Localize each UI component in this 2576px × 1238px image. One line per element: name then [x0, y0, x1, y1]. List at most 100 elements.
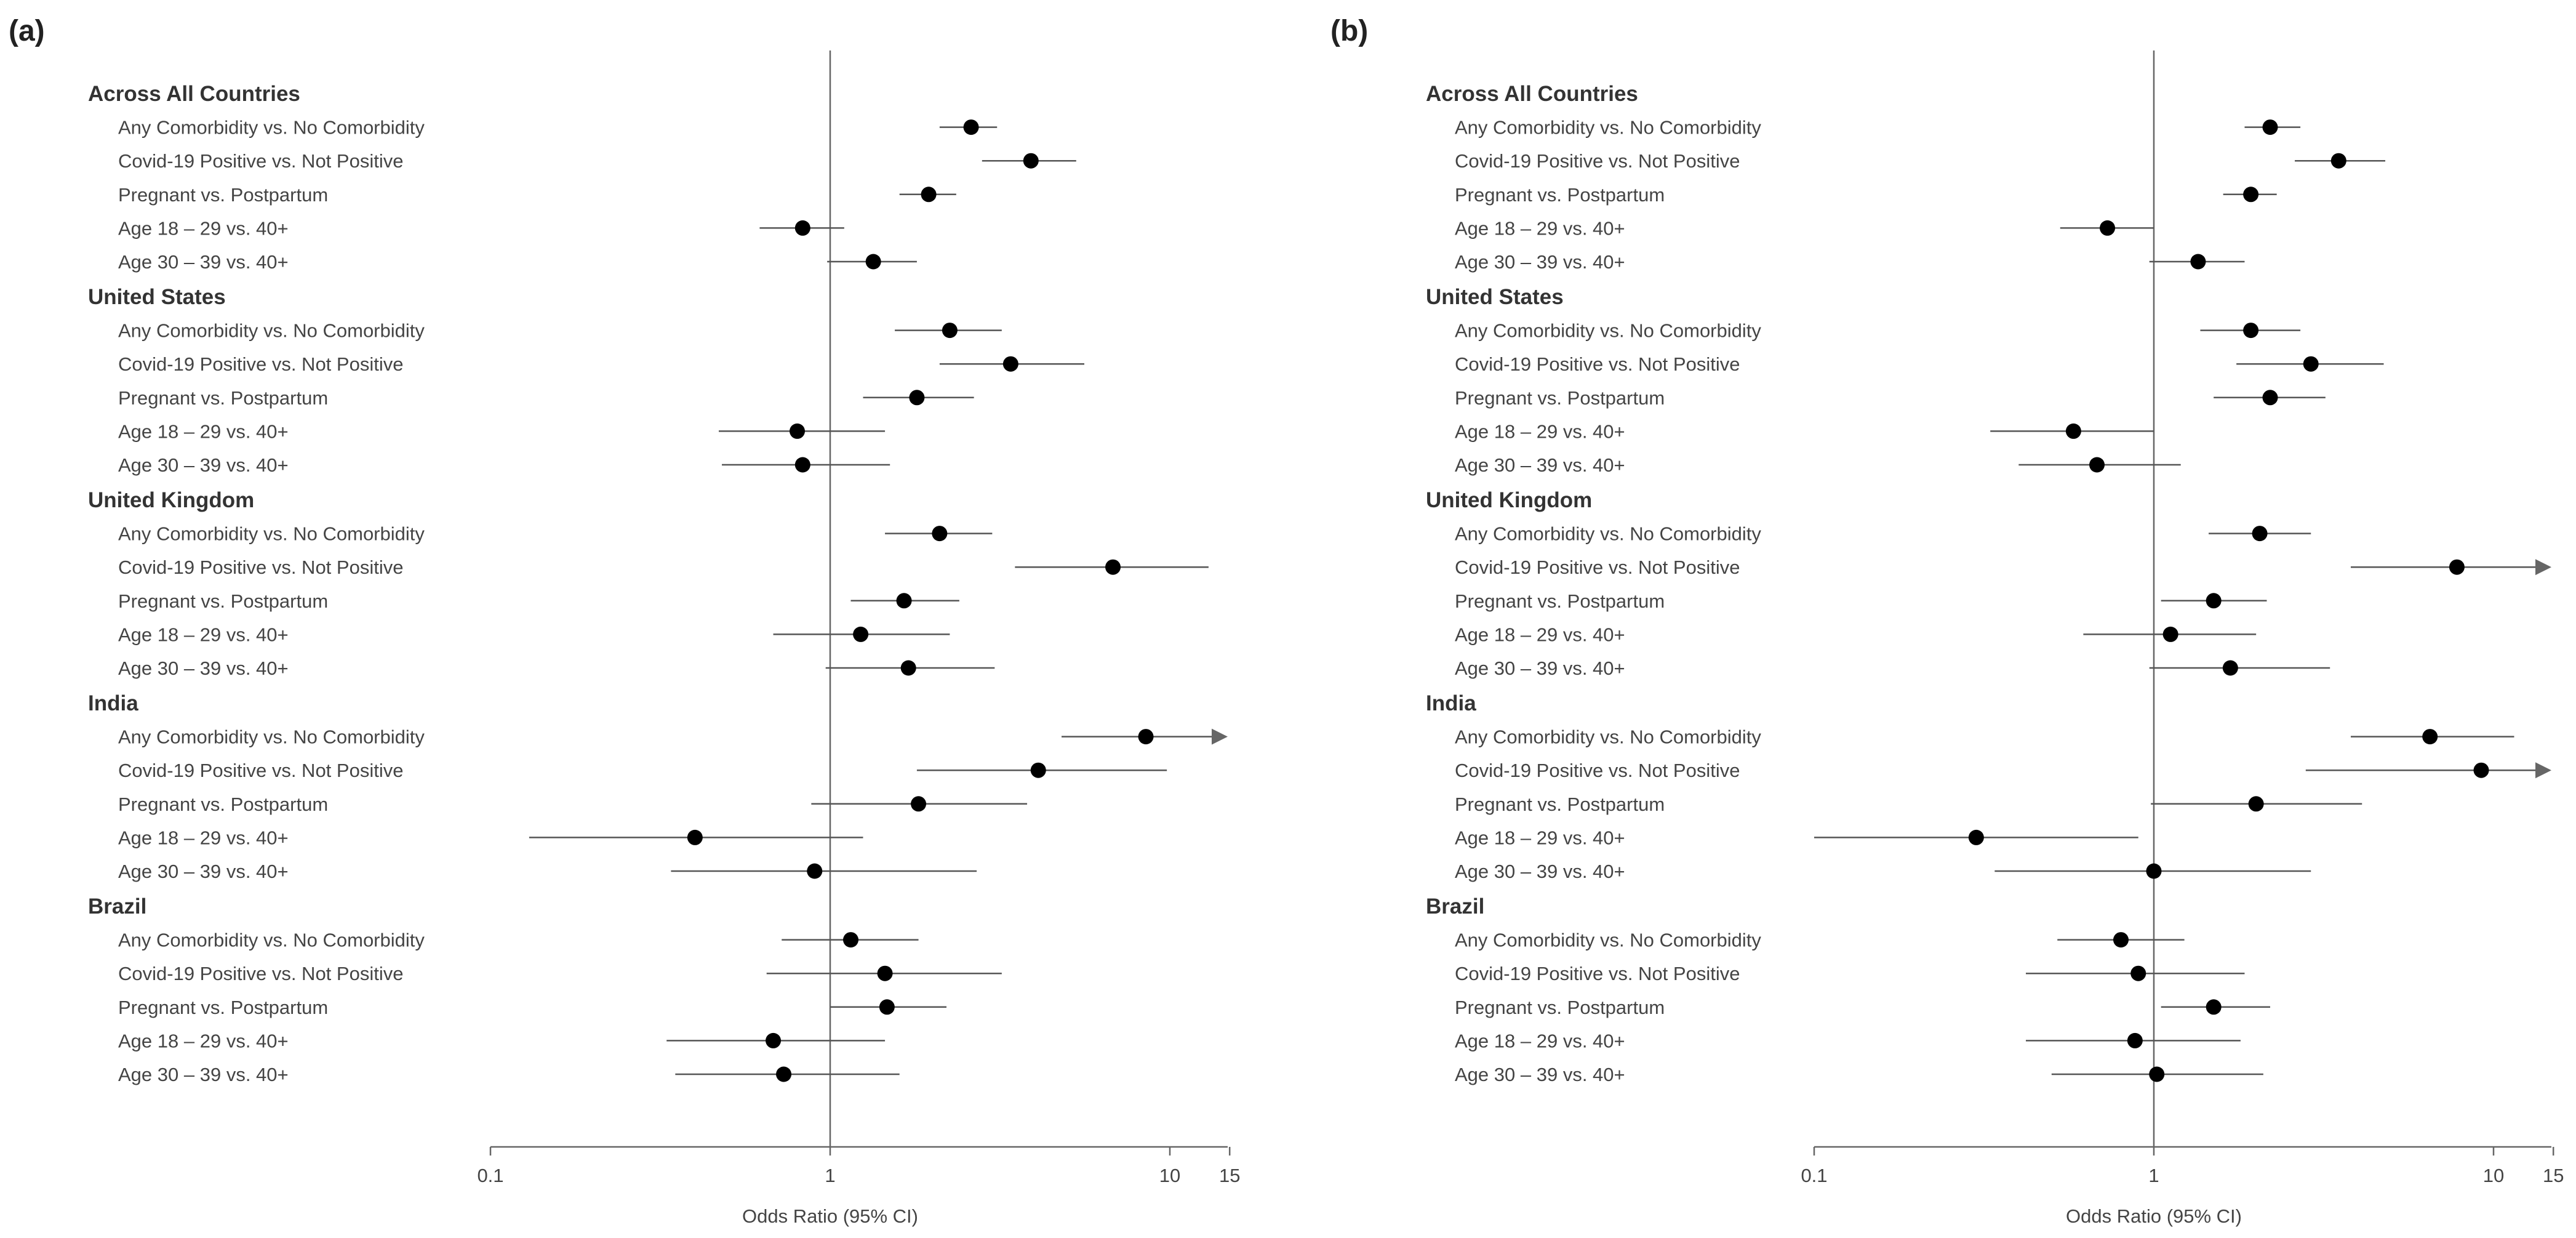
- point-estimate: [2113, 932, 2129, 948]
- group-label: United States: [1426, 285, 1564, 309]
- ci-arrow-icon: [2535, 762, 2551, 779]
- row-label: Covid-19 Positive vs. Not Positive: [118, 963, 403, 984]
- group-label: United Kingdom: [88, 488, 254, 512]
- row-label: Pregnant vs. Postpartum: [118, 997, 328, 1018]
- point-estimate: [2149, 1066, 2165, 1082]
- row-label: Covid-19 Positive vs. Not Positive: [118, 557, 403, 578]
- group-label: Brazil: [88, 894, 146, 918]
- row-label: Age 18 – 29 vs. 40+: [118, 827, 289, 848]
- point-estimate: [865, 254, 881, 270]
- row-label: Any Comorbidity vs. No Comorbidity: [1455, 320, 1761, 342]
- point-estimate: [2449, 559, 2465, 575]
- point-estimate: [1023, 153, 1039, 169]
- point-estimate: [2262, 390, 2278, 406]
- x-tick-label: 1: [2148, 1165, 2159, 1186]
- point-estimate: [2146, 863, 2162, 879]
- row-label: Any Comorbidity vs. No Comorbidity: [1455, 117, 1761, 139]
- row-label: Covid-19 Positive vs. Not Positive: [1455, 557, 1740, 578]
- row-label: Covid-19 Positive vs. Not Positive: [118, 760, 403, 781]
- row-label: Age 30 – 39 vs. 40+: [1455, 657, 1625, 679]
- point-estimate: [911, 796, 927, 812]
- point-estimate: [2262, 119, 2278, 135]
- row-label: Pregnant vs. Postpartum: [1455, 387, 1665, 409]
- row-label: Covid-19 Positive vs. Not Positive: [1455, 963, 1740, 984]
- point-estimate: [2243, 187, 2259, 203]
- ci-arrow-icon: [1212, 728, 1228, 745]
- row-label: Pregnant vs. Postpartum: [118, 387, 328, 409]
- point-estimate: [2162, 626, 2178, 642]
- point-estimate: [963, 119, 979, 135]
- x-tick-label: 10: [1159, 1165, 1180, 1186]
- group-label: India: [88, 691, 138, 715]
- point-estimate: [2100, 220, 2116, 236]
- point-estimate: [1968, 829, 1984, 845]
- point-estimate: [2243, 323, 2259, 339]
- row-label: Age 30 – 39 vs. 40+: [1455, 454, 1625, 476]
- row-label: Pregnant vs. Postpartum: [1455, 590, 1665, 612]
- row-label: Any Comorbidity vs. No Comorbidity: [118, 523, 425, 545]
- point-estimate: [2252, 526, 2268, 542]
- point-estimate: [932, 526, 948, 542]
- row-label: Age 30 – 39 vs. 40+: [1455, 1064, 1625, 1085]
- point-estimate: [900, 660, 916, 676]
- row-label: Covid-19 Positive vs. Not Positive: [1455, 760, 1740, 781]
- point-estimate: [853, 626, 869, 642]
- row-label: Age 18 – 29 vs. 40+: [118, 1030, 289, 1051]
- row-label: Age 30 – 39 vs. 40+: [118, 251, 289, 273]
- point-estimate: [1002, 356, 1018, 372]
- point-estimate: [1030, 762, 1046, 778]
- row-label: Any Comorbidity vs. No Comorbidity: [1455, 726, 1761, 748]
- x-tick-label: 15: [1219, 1165, 1240, 1186]
- group-label: India: [1426, 691, 1476, 715]
- point-estimate: [807, 863, 823, 879]
- point-estimate: [1138, 729, 1154, 745]
- point-estimate: [687, 829, 703, 845]
- point-estimate: [921, 187, 937, 203]
- point-estimate: [879, 999, 895, 1015]
- panel-b: (b) 0.1 1 10 15 Odds Ratio (95% CI) Across All…: [1330, 15, 2564, 1227]
- row-label: Age 18 – 29 vs. 40+: [118, 420, 289, 442]
- point-estimate: [1105, 559, 1121, 575]
- point-estimate: [2222, 660, 2238, 676]
- row-label: Age 18 – 29 vs. 40+: [118, 624, 289, 645]
- point-estimate: [2089, 457, 2105, 473]
- row-label: Age 18 – 29 vs. 40+: [1455, 420, 1625, 442]
- point-estimate: [2330, 153, 2346, 169]
- point-estimate: [776, 1066, 792, 1082]
- point-estimate: [896, 593, 912, 609]
- row-label: Covid-19 Positive vs. Not Positive: [118, 353, 403, 375]
- row-label: Pregnant vs. Postpartum: [118, 794, 328, 815]
- row-label: Any Comorbidity vs. No Comorbidity: [1455, 523, 1761, 545]
- x-tick-label: 0.1: [1801, 1165, 1827, 1186]
- row-label: Pregnant vs. Postpartum: [1455, 997, 1665, 1018]
- panel-label: (a): [9, 15, 45, 47]
- x-tick-label: 10: [2483, 1165, 2504, 1186]
- row-label: Covid-19 Positive vs. Not Positive: [1455, 150, 1740, 172]
- point-estimate: [877, 965, 893, 981]
- group-label: Across All Countries: [88, 82, 300, 106]
- x-axis-title: Odds Ratio (95% CI): [742, 1205, 918, 1227]
- row-label: Age 18 – 29 vs. 40+: [1455, 1030, 1625, 1051]
- point-estimate: [2422, 729, 2438, 745]
- row-label: Pregnant vs. Postpartum: [118, 590, 328, 612]
- row-label: Age 30 – 39 vs. 40+: [118, 657, 289, 679]
- point-estimate: [2473, 762, 2489, 778]
- point-estimate: [2206, 999, 2222, 1015]
- row-label: Pregnant vs. Postpartum: [1455, 184, 1665, 206]
- group-label: Across All Countries: [1426, 82, 1638, 106]
- point-estimate: [2206, 593, 2222, 609]
- row-label: Age 18 – 29 vs. 40+: [118, 217, 289, 239]
- x-tick-label: 0.1: [477, 1165, 503, 1186]
- point-estimate: [2248, 796, 2264, 812]
- row-label: Age 30 – 39 vs. 40+: [118, 1064, 289, 1085]
- point-estimate: [790, 423, 806, 439]
- row-label: Covid-19 Positive vs. Not Positive: [118, 150, 403, 172]
- row-label: Age 18 – 29 vs. 40+: [1455, 827, 1625, 848]
- panel-label: (b): [1330, 15, 1368, 47]
- row-label: Any Comorbidity vs. No Comorbidity: [118, 117, 425, 139]
- point-estimate: [942, 323, 958, 339]
- row-label: Age 30 – 39 vs. 40+: [118, 454, 289, 476]
- row-label: Covid-19 Positive vs. Not Positive: [1455, 353, 1740, 375]
- group-label: United States: [88, 285, 226, 309]
- row-label: Age 30 – 39 vs. 40+: [1455, 251, 1625, 273]
